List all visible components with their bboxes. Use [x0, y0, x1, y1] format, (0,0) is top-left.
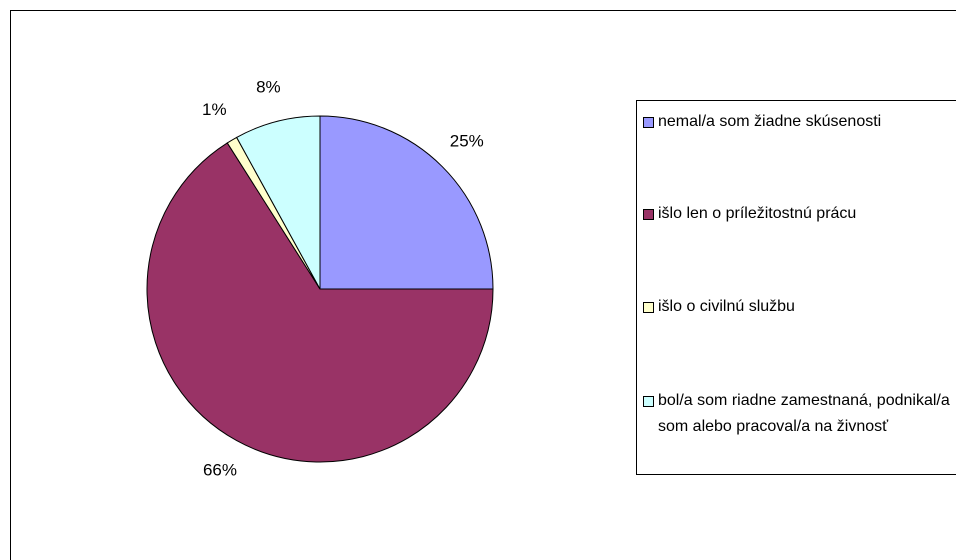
legend-entry: išlo o civilnú službu — [643, 294, 956, 320]
legend-label: bol/a som riadne zamestnaná, podnikal/a … — [658, 392, 950, 435]
data-label: 66% — [203, 460, 237, 479]
pie-slice — [146, 142, 494, 463]
data-label: 25% — [450, 132, 484, 151]
legend-swatch — [643, 209, 654, 220]
legend-label: nemal/a som žiadne skúsenosti — [658, 113, 882, 130]
data-label: 8% — [256, 77, 281, 96]
pie-slice — [319, 115, 494, 290]
legend-entry: bol/a som riadne zamestnaná, podnikal/a … — [643, 388, 956, 440]
legend-swatch — [643, 396, 654, 407]
legend: nemal/a som žiadne skúsenosti išlo len o … — [636, 100, 956, 475]
chart-border — [10, 10, 956, 560]
legend-swatch — [643, 117, 654, 128]
legend-entry: nemal/a som žiadne skúsenosti — [643, 109, 956, 135]
data-label: 1% — [202, 100, 227, 119]
legend-label: išlo o civilnú službu — [658, 298, 795, 315]
legend-entry: išlo len o príležitostnú prácu — [643, 201, 956, 227]
legend-label: išlo len o príležitostnú prácu — [658, 205, 857, 222]
legend-swatch — [643, 302, 654, 313]
pie-slice — [235, 115, 321, 290]
